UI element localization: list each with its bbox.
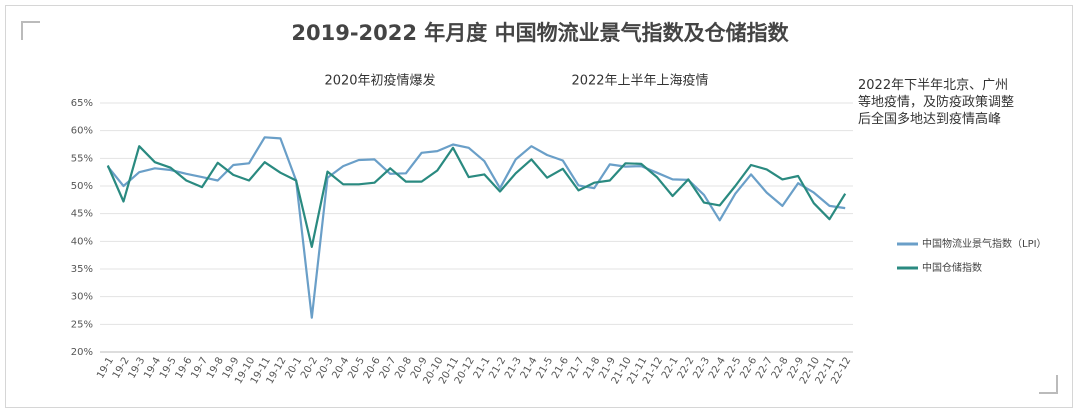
y-tick-label: 45% xyxy=(71,209,93,220)
corner xyxy=(1039,375,1058,394)
y-tick-label: 60% xyxy=(71,126,93,137)
annotation: 2022年上半年上海疫情 xyxy=(571,73,708,89)
chart-title: 2019-2022 年月度 中国物流业景气指数及仓储指数 xyxy=(291,21,789,45)
y-tick-label: 55% xyxy=(71,153,93,164)
y-tick-label: 40% xyxy=(71,236,93,247)
card xyxy=(5,5,1073,408)
series-line xyxy=(106,145,847,248)
annotation: 2022年下半年北京、广州等地疫情，及防疫政策调整后全国多地达到疫情高峰 xyxy=(858,78,1015,127)
corner xyxy=(21,21,40,40)
y-tick-label: 65% xyxy=(71,98,93,109)
y-tick-label: 35% xyxy=(71,264,93,275)
y-tick-label: 25% xyxy=(71,319,93,330)
legend-label: 中国仓储指数 xyxy=(922,261,982,274)
annotation: 2020年初疫情爆发 xyxy=(324,73,435,89)
y-tick-label: 20% xyxy=(71,347,93,358)
legend-label: 中国物流业景气指数（LPI） xyxy=(922,237,1047,250)
y-tick-label: 30% xyxy=(71,292,93,303)
y-tick-label: 50% xyxy=(71,181,93,192)
series-line xyxy=(106,136,846,319)
